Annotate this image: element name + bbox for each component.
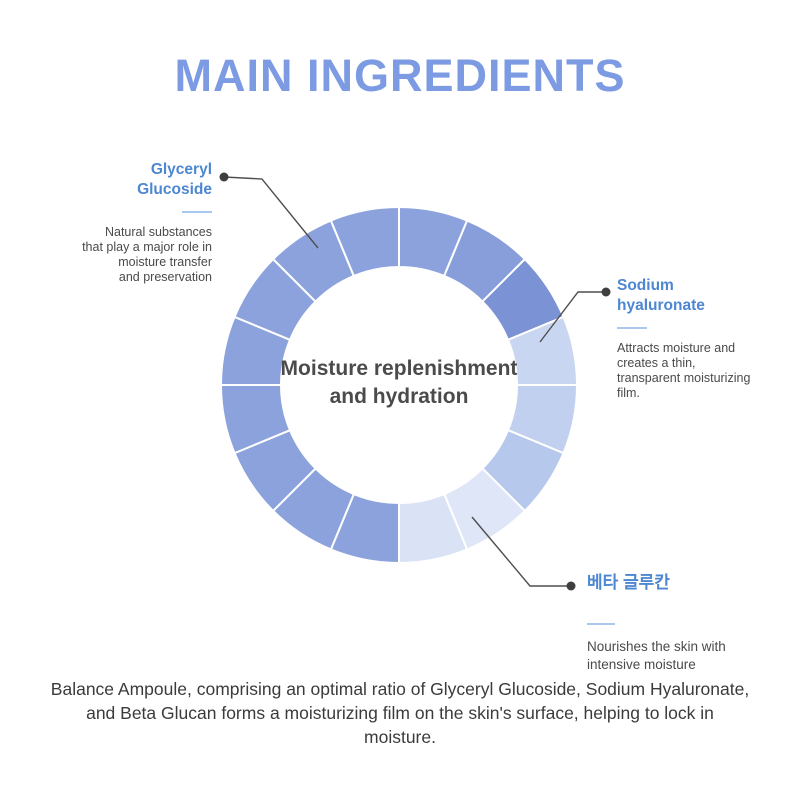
donut-segment-15 — [329, 205, 400, 278]
description-line: and preservation — [118, 270, 212, 284]
donut-center-label-line1: Moisture replenishment — [280, 357, 518, 380]
footer-summary-line2: and Beta Glucan forms a moisturizing fil… — [86, 703, 714, 723]
label-underline — [617, 327, 647, 329]
footer-summary-line3: moisture. — [364, 727, 436, 747]
sodium-hyaluronate-description: Attracts moisture and creates a thin, tr… — [617, 341, 797, 401]
footer-summary-line1: Balance Ampoule, comprising an optimal r… — [50, 679, 750, 699]
callout-dot-sodium-hyaluronate — [601, 287, 611, 297]
page-title: MAIN INGREDIENTS — [174, 50, 626, 101]
glyceryl-glucoside-label-line1: Glyceryl — [150, 161, 212, 178]
callout-dot-glyceryl-glucoside — [219, 172, 229, 182]
beta-glucan-label: 베타 글루칸 — [587, 573, 670, 592]
donut-center-label-line2: and hydration — [329, 385, 469, 408]
description-line: moisture transfer — [118, 255, 212, 269]
callout-glyceryl-glucoside: Glyceryl Glucoside Natural substances th… — [0, 160, 212, 285]
description-line: transparent moisturizing — [617, 371, 751, 385]
callout-sodium-hyaluronate: Sodium hyaluronate Attracts moisture and… — [617, 276, 797, 401]
description-line: Nourishes the skin with — [587, 639, 726, 654]
description-line: intensive moisture — [587, 657, 696, 672]
glyceryl-glucoside-label: Glyceryl Glucoside — [0, 160, 212, 200]
description-line: film. — [617, 386, 640, 400]
callout-line-glyceryl-glucoside — [223, 176, 319, 249]
callout-dot-beta-glucan — [566, 581, 576, 591]
description-line: Attracts moisture and — [617, 341, 736, 355]
callout-line-sodium-hyaluronate — [539, 291, 606, 343]
label-underline — [182, 211, 212, 213]
beta-glucan-description: Nourishes the skin with intensive moistu… — [587, 638, 777, 674]
description-line: creates a thin, — [617, 356, 696, 370]
sodium-hyaluronate-label: Sodium hyaluronate — [617, 276, 797, 316]
sodium-hyaluronate-label-line2: hyaluronate — [617, 297, 705, 314]
footer-summary: Balance Ampoule, comprising an optimal r… — [40, 677, 760, 749]
description-line: Natural substances — [104, 225, 212, 239]
description-line: that play a major role in — [82, 240, 212, 254]
callout-beta-glucan: 베타 글루칸 Nourishes the skin with intensive… — [587, 572, 777, 674]
callout-line-beta-glucan — [471, 516, 571, 587]
glyceryl-glucoside-description: Natural substances that play a major rol… — [0, 225, 212, 285]
donut-center-label: Moisture replenishment and hydration — [249, 355, 549, 411]
glyceryl-glucoside-label-line2: Glucoside — [137, 181, 212, 198]
sodium-hyaluronate-label-line1: Sodium — [617, 277, 674, 294]
label-underline — [587, 623, 615, 625]
